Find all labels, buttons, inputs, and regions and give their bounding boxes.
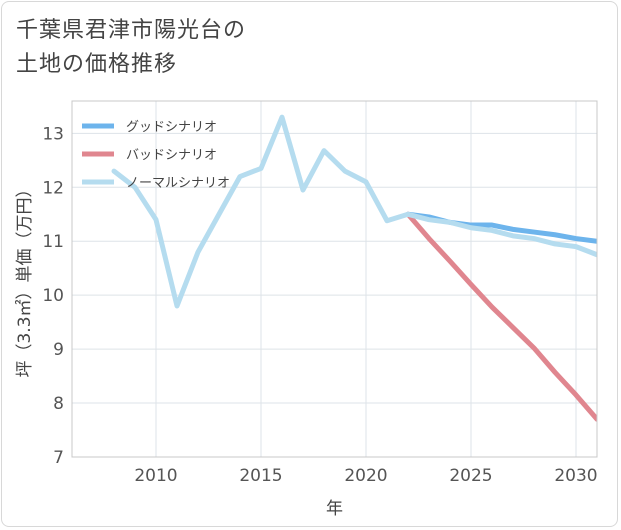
- chart-title-line-2: 土地の価格推移: [16, 52, 178, 77]
- tick-labels: 2010 2015 2020 2025 2030 7 8 9 10 11 12 13: [42, 124, 597, 486]
- x-tick-label: 2015: [239, 466, 282, 486]
- chart-title-line-1: 千葉県君津市陽光台の: [16, 18, 247, 43]
- x-tick-label: 2010: [134, 466, 177, 486]
- legend-label: ノーマルシナリオ: [126, 176, 230, 191]
- x-tick-label: 2030: [554, 466, 597, 486]
- chart-title: 千葉県君津市陽光台の 土地の価格推移: [16, 14, 246, 82]
- y-tick-label: 8: [53, 394, 64, 414]
- x-tick-label: 2025: [449, 466, 492, 486]
- series-line-2: [111, 114, 597, 309]
- y-tick-label: 9: [53, 340, 64, 360]
- y-tick-label: 13: [42, 124, 64, 144]
- y-tick-label: 10: [42, 286, 64, 306]
- legend-label: バッドシナリオ: [126, 148, 217, 163]
- legend-label: グッドシナリオ: [126, 120, 217, 135]
- plot-border: [71, 100, 598, 458]
- y-tick-label: 7: [53, 448, 64, 468]
- y-axis-label: 坪（3.3㎡）単価（万円）: [15, 180, 35, 377]
- series-line-1: [405, 211, 597, 422]
- series-lines: [111, 114, 597, 422]
- grid: [72, 101, 597, 458]
- x-tick-label: 2020: [344, 466, 387, 486]
- x-axis-label: 年: [326, 499, 343, 519]
- y-tick-label: 12: [42, 178, 64, 198]
- y-tick-label: 11: [42, 232, 64, 252]
